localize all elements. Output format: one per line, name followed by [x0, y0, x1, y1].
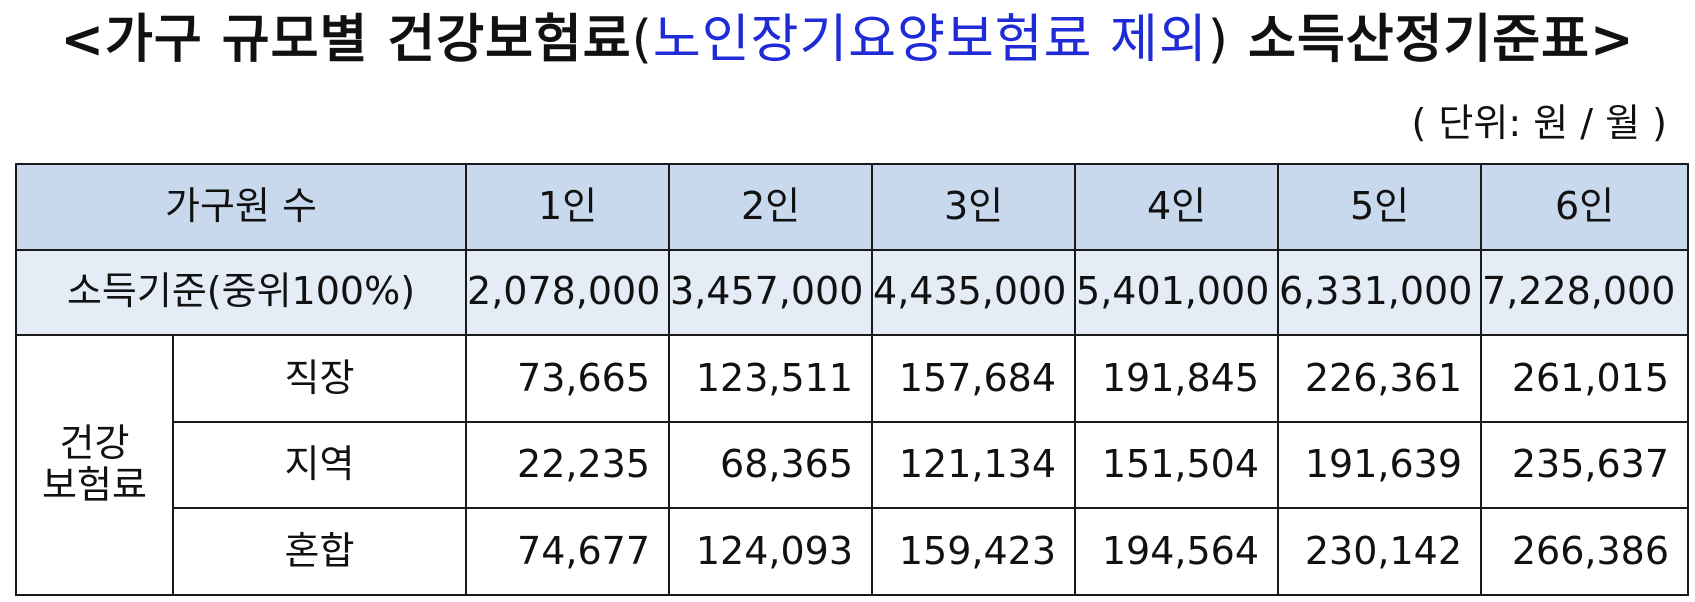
premium-value: 261,015	[1480, 334, 1690, 423]
income-value: 6,331,000	[1277, 248, 1483, 337]
title-paren-close: )	[1207, 10, 1229, 70]
income-value: 7,228,000	[1480, 248, 1690, 337]
income-value: 3,457,000	[668, 248, 874, 337]
income-row-label: 소득기준(중위100%)	[14, 248, 468, 337]
unit-note: ( 단위: 원 / 월 )	[1411, 101, 1668, 145]
premium-value: 191,639	[1277, 420, 1483, 510]
title-suffix: 소득산정기준표>	[1229, 10, 1635, 70]
premium-value: 266,386	[1480, 507, 1690, 596]
group-label-line-2: 보험료	[42, 463, 147, 508]
row-label-employee: 직장	[171, 334, 468, 423]
title-main: <가구 규모별 건강보험료	[60, 10, 632, 70]
column-header-3: 3인	[871, 163, 1077, 251]
premium-value: 151,504	[1074, 420, 1280, 510]
table-row: 혼합 74,677 124,093 159,423 194,564 230,14…	[16, 507, 1690, 596]
premium-value: 226,361	[1277, 334, 1483, 423]
income-value: 2,078,000	[465, 248, 671, 337]
health-insurance-group-label: 건강 보험료	[15, 334, 174, 596]
income-value: 4,435,000	[871, 248, 1077, 337]
table-row: 지역 22,235 68,365 121,134 151,504 191,639…	[16, 420, 1690, 510]
group-label-line-1: 건강	[59, 421, 130, 466]
premium-value: 123,511	[668, 334, 874, 423]
income-standard-table: 가구원 수 1인 2인 3인 4인 5인 6인 소득기준(중위100%) 2,0…	[14, 163, 1690, 596]
column-header-2: 2인	[668, 163, 874, 251]
household-size-header: 가구원 수	[14, 163, 468, 251]
premium-value: 230,142	[1277, 507, 1483, 596]
premium-value: 73,665	[465, 334, 671, 423]
column-header-6: 6인	[1480, 163, 1690, 251]
premium-value: 159,423	[871, 507, 1077, 596]
column-header-4: 4인	[1074, 163, 1280, 251]
page-title: <가구 규모별 건강보험료(노인장기요양보험료 제외) 소득산정기준표>	[0, 2, 1695, 78]
row-label-regional: 지역	[171, 420, 468, 510]
income-row: 소득기준(중위100%) 2,078,000 3,457,000 4,435,0…	[14, 248, 1690, 337]
table-row: 건강 보험료 직장 73,665 123,511 157,684 191,845…	[15, 334, 1690, 596]
title-paren-open: (	[631, 10, 653, 70]
title-highlight: 노인장기요양보험료 제외	[652, 10, 1208, 70]
premium-value: 68,365	[668, 420, 874, 510]
premium-value: 124,093	[668, 507, 874, 596]
premium-value: 157,684	[871, 334, 1077, 423]
premium-value: 235,637	[1480, 420, 1690, 510]
column-header-1: 1인	[465, 163, 671, 251]
premium-value: 22,235	[465, 420, 671, 510]
premium-value: 194,564	[1074, 507, 1280, 596]
row-label-mixed: 혼합	[171, 507, 468, 596]
header-row: 가구원 수 1인 2인 3인 4인 5인 6인	[14, 163, 1690, 251]
premium-value: 191,845	[1074, 334, 1280, 423]
column-header-5: 5인	[1277, 163, 1483, 251]
premium-value: 121,134	[871, 420, 1077, 510]
income-value: 5,401,000	[1074, 248, 1280, 337]
premium-value: 74,677	[465, 507, 671, 596]
